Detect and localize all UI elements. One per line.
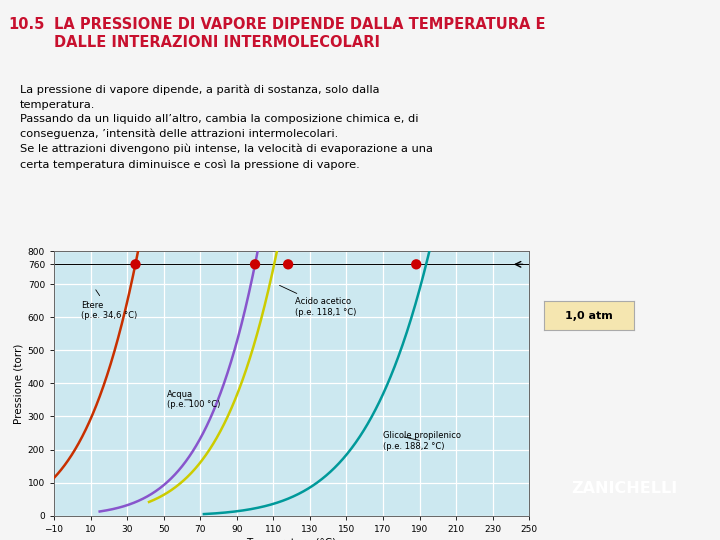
Text: ZANICHELLI: ZANICHELLI [572, 481, 678, 496]
Text: LA PRESSIONE DI VAPORE DIPENDE DALLA TEMPERATURA E
DALLE INTERAZIONI INTERMOLECO: LA PRESSIONE DI VAPORE DIPENDE DALLA TEM… [54, 17, 546, 50]
Point [249, 260, 261, 268]
Text: Acido acetico
(p.e. 118,1 °C): Acido acetico (p.e. 118,1 °C) [279, 285, 356, 317]
X-axis label: Temperatura (°C): Temperatura (°C) [246, 538, 337, 540]
Point [410, 260, 422, 268]
Text: Glicole propilenico
(p.e. 188,2 °C): Glicole propilenico (p.e. 188,2 °C) [383, 431, 461, 451]
Text: 1,0 atm: 1,0 atm [564, 310, 613, 321]
Y-axis label: Pressione (torr): Pressione (torr) [14, 343, 24, 423]
Text: La pressione di vapore dipende, a parità di sostanza, solo dalla
temperatura.
Pa: La pressione di vapore dipende, a parità… [20, 85, 433, 170]
Text: Acqua
(p.e. 100 °C): Acqua (p.e. 100 °C) [167, 390, 221, 409]
Text: Etere
(p.e. 34,6 °C): Etere (p.e. 34,6 °C) [81, 290, 138, 320]
Text: 10.5: 10.5 [9, 17, 45, 32]
Point [282, 260, 294, 268]
Point [130, 260, 141, 268]
